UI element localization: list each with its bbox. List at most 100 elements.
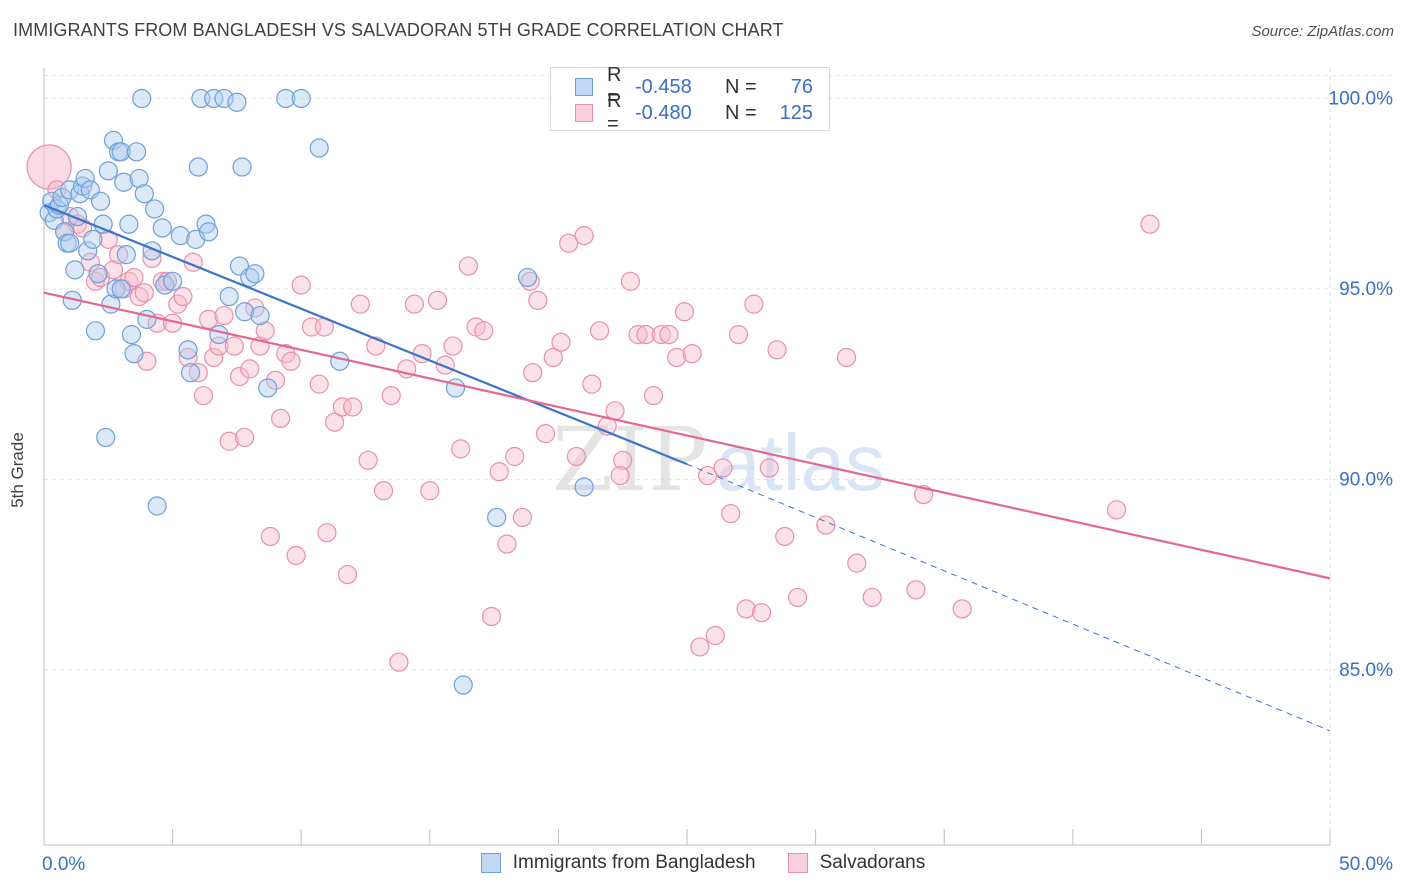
salvadoran-point bbox=[952, 599, 972, 619]
salvadoran-point bbox=[667, 347, 687, 368]
bangladesh-point bbox=[83, 229, 103, 249]
salvadoran-point bbox=[505, 446, 525, 467]
y-tick-label: 85.0% bbox=[1339, 660, 1393, 681]
bangladesh-point bbox=[235, 302, 255, 322]
bangladesh-point bbox=[126, 142, 147, 162]
bangladesh-point bbox=[453, 675, 473, 695]
salvadoran-point bbox=[420, 481, 440, 501]
bangladesh-point bbox=[163, 271, 183, 291]
y-tick-label: 95.0% bbox=[1339, 279, 1393, 300]
r-label: R = bbox=[607, 90, 622, 135]
salvadoran-point bbox=[713, 458, 733, 478]
bangladesh-point bbox=[178, 340, 198, 360]
bangladesh-point bbox=[188, 157, 208, 177]
y-tick-label: 100.0% bbox=[1329, 88, 1394, 109]
salvadoran-point bbox=[317, 523, 337, 543]
bangladesh-point bbox=[152, 218, 172, 238]
salvadoran-point bbox=[697, 465, 718, 486]
bangladesh-point bbox=[147, 496, 167, 516]
bangladesh-point bbox=[232, 157, 252, 177]
bangladesh-point bbox=[245, 264, 265, 284]
bangladesh-point bbox=[214, 88, 234, 109]
salvadoran-point bbox=[124, 267, 144, 288]
bangladesh-point bbox=[75, 168, 95, 189]
salvadoran-point bbox=[80, 252, 100, 272]
bangladesh-point bbox=[219, 286, 239, 307]
bangladesh-point bbox=[276, 88, 296, 109]
r-label: R = bbox=[607, 64, 622, 109]
x-tick-label: 50.0% bbox=[1339, 854, 1393, 875]
salvadoran-point bbox=[551, 332, 571, 352]
correlation-legend: R = -0.458 N = 76 R = -0.480 N = 125 bbox=[550, 64, 830, 135]
salvadoran-point bbox=[512, 507, 532, 528]
salvadoran-point bbox=[291, 275, 311, 295]
bangladesh-point bbox=[258, 378, 278, 398]
pink-swatch bbox=[787, 853, 808, 873]
salvadoran-point bbox=[906, 580, 926, 600]
bangladesh-point bbox=[60, 233, 80, 253]
bangladesh-point bbox=[121, 325, 142, 345]
legend-item-salvadorans: Salvadorans bbox=[787, 852, 925, 874]
salvadoran-point bbox=[443, 336, 463, 356]
salvadoran-point bbox=[523, 363, 543, 383]
salvadoran-point bbox=[286, 545, 306, 566]
salvadoran-point bbox=[309, 374, 329, 394]
bangladesh-point bbox=[85, 321, 106, 341]
trend-lines bbox=[43, 204, 1331, 732]
bangladesh-point bbox=[134, 184, 154, 204]
n-value: 125 bbox=[779, 101, 813, 124]
bangladesh-point bbox=[132, 88, 152, 109]
salvadoran-point bbox=[265, 370, 286, 390]
salvadoran-point bbox=[173, 286, 193, 307]
blue-swatch bbox=[575, 78, 593, 96]
salvadoran-point bbox=[759, 458, 779, 478]
salvadoran-point bbox=[566, 446, 587, 467]
pink-swatch bbox=[575, 104, 593, 122]
salvadoran-point bbox=[836, 347, 857, 368]
salvadoran-point bbox=[705, 625, 725, 646]
n-label: N = bbox=[725, 101, 757, 124]
salvadoran-point bbox=[358, 450, 378, 470]
salvadoran-point bbox=[271, 408, 291, 429]
bangladesh-point bbox=[250, 305, 270, 326]
chart-title: IMMIGRANTS FROM BANGLADESH VS SALVADORAN… bbox=[13, 20, 784, 40]
bangladesh-point bbox=[90, 191, 111, 211]
y-tick-label: 90.0% bbox=[1339, 469, 1393, 490]
bangladesh-point bbox=[111, 142, 131, 162]
salvadoran-point bbox=[643, 385, 664, 406]
bangladesh-trend-extension bbox=[686, 463, 1331, 732]
salvadoran-point bbox=[343, 397, 363, 417]
salvadoran-point bbox=[775, 526, 795, 547]
salvadoran-point bbox=[1140, 214, 1160, 234]
bangladesh-point bbox=[199, 222, 219, 242]
bangladesh-point bbox=[330, 351, 350, 371]
bangladesh-point bbox=[78, 241, 98, 261]
salvadoran-point bbox=[381, 385, 401, 406]
bangladesh-point bbox=[98, 161, 118, 181]
tick-labels: 85.0% 90.0% 95.0% 100.0% 0.0% 50.0% bbox=[42, 88, 1393, 875]
salvadoran-point bbox=[204, 347, 224, 368]
bangladesh-point bbox=[144, 199, 165, 219]
bangladesh-point bbox=[204, 88, 224, 109]
salvadoran-point bbox=[188, 363, 208, 383]
salvadoran-point bbox=[332, 397, 352, 417]
salvadoran-point bbox=[474, 321, 494, 341]
bangladesh-point bbox=[574, 477, 594, 497]
bangladesh-point bbox=[129, 168, 149, 189]
salvadoran-point bbox=[736, 599, 756, 619]
salvadoran-point bbox=[690, 637, 710, 657]
salvadoran-point bbox=[589, 321, 610, 341]
salvadoran-point bbox=[103, 260, 124, 280]
watermark: ZIP atlas bbox=[552, 408, 885, 511]
watermark-atlas: atlas bbox=[716, 418, 885, 507]
legend-item-bangladesh: Immigrants from Bangladesh bbox=[480, 852, 756, 874]
salvadoran-point bbox=[610, 465, 630, 486]
bangladesh-point bbox=[70, 184, 90, 204]
salvadoran-point bbox=[260, 526, 280, 547]
bangladesh-point bbox=[196, 214, 216, 234]
source-label: Source: ZipAtlas.com bbox=[1251, 23, 1394, 40]
salvadoran-point bbox=[574, 225, 594, 246]
salvadoran-trend-line bbox=[43, 291, 1331, 580]
salvadoran-point bbox=[620, 271, 641, 291]
salvadoran-point bbox=[235, 427, 255, 448]
